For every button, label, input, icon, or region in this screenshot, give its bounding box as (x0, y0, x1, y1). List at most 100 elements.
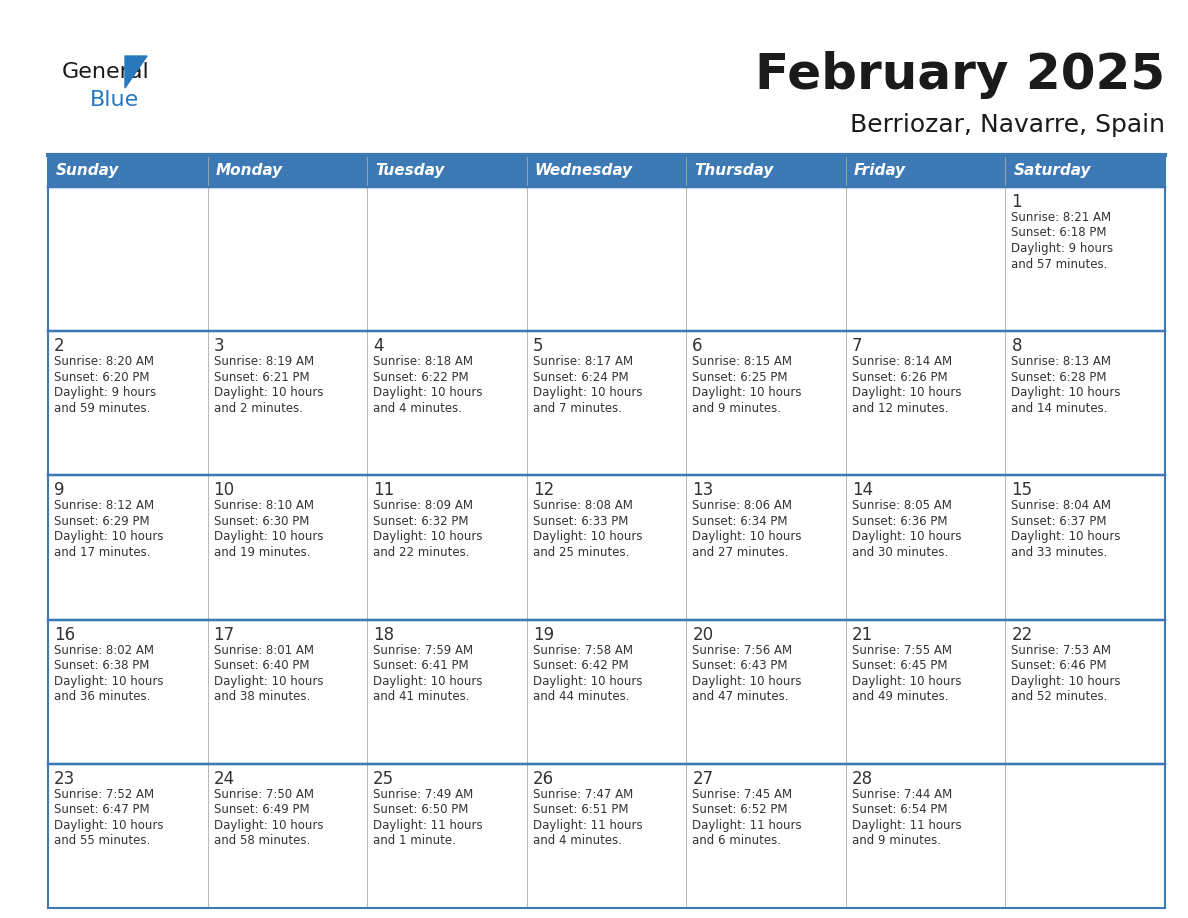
Text: 10: 10 (214, 481, 235, 499)
Text: and 1 minute.: and 1 minute. (373, 834, 456, 847)
Text: Sunrise: 8:17 AM: Sunrise: 8:17 AM (532, 355, 633, 368)
Text: Thursday: Thursday (694, 163, 773, 178)
Text: Saturday: Saturday (1013, 163, 1091, 178)
Text: Daylight: 10 hours: Daylight: 10 hours (532, 386, 643, 399)
Text: Sunrise: 8:02 AM: Sunrise: 8:02 AM (53, 644, 154, 656)
Text: Blue: Blue (90, 90, 139, 110)
Bar (208, 155, 367, 187)
Text: Daylight: 10 hours: Daylight: 10 hours (1011, 531, 1121, 543)
Text: 5: 5 (532, 337, 543, 355)
Bar (48, 764, 208, 908)
Text: and 6 minutes.: and 6 minutes. (693, 834, 782, 847)
Bar (846, 331, 1005, 476)
Bar (1005, 764, 1165, 908)
Bar (208, 331, 367, 476)
Bar (687, 155, 846, 187)
Text: Daylight: 10 hours: Daylight: 10 hours (532, 675, 643, 688)
Bar (846, 764, 1005, 908)
Text: and 58 minutes.: and 58 minutes. (214, 834, 310, 847)
Text: Sunrise: 8:13 AM: Sunrise: 8:13 AM (1011, 355, 1112, 368)
Bar (526, 476, 687, 620)
Text: and 41 minutes.: and 41 minutes. (373, 690, 469, 703)
Text: Daylight: 10 hours: Daylight: 10 hours (53, 531, 164, 543)
Text: and 49 minutes.: and 49 minutes. (852, 690, 948, 703)
Bar (208, 764, 367, 908)
Text: 26: 26 (532, 770, 554, 788)
Text: 8: 8 (1011, 337, 1022, 355)
Text: 14: 14 (852, 481, 873, 499)
Text: 21: 21 (852, 625, 873, 644)
Text: Sunrise: 7:59 AM: Sunrise: 7:59 AM (373, 644, 473, 656)
Bar (48, 331, 208, 476)
Text: Sunrise: 8:15 AM: Sunrise: 8:15 AM (693, 355, 792, 368)
Bar (367, 155, 526, 187)
Text: and 19 minutes.: and 19 minutes. (214, 546, 310, 559)
Text: and 38 minutes.: and 38 minutes. (214, 690, 310, 703)
Text: Sunrise: 8:12 AM: Sunrise: 8:12 AM (53, 499, 154, 512)
Text: Sunrise: 8:10 AM: Sunrise: 8:10 AM (214, 499, 314, 512)
Bar (526, 620, 687, 764)
Bar (1005, 476, 1165, 620)
Text: Sunrise: 7:52 AM: Sunrise: 7:52 AM (53, 788, 154, 800)
Text: Sunrise: 8:05 AM: Sunrise: 8:05 AM (852, 499, 952, 512)
Text: and 14 minutes.: and 14 minutes. (1011, 402, 1108, 415)
Text: Sunset: 6:28 PM: Sunset: 6:28 PM (1011, 371, 1107, 384)
Text: Sunset: 6:47 PM: Sunset: 6:47 PM (53, 803, 150, 816)
Text: and 57 minutes.: and 57 minutes. (1011, 258, 1107, 271)
Text: and 9 minutes.: and 9 minutes. (852, 834, 941, 847)
Text: 11: 11 (373, 481, 394, 499)
Bar (526, 764, 687, 908)
Text: Sunrise: 8:18 AM: Sunrise: 8:18 AM (373, 355, 473, 368)
Text: 7: 7 (852, 337, 862, 355)
Bar (526, 155, 687, 187)
Bar (208, 620, 367, 764)
Text: Daylight: 10 hours: Daylight: 10 hours (373, 531, 482, 543)
Text: Daylight: 10 hours: Daylight: 10 hours (373, 386, 482, 399)
Bar (1005, 187, 1165, 331)
Bar (367, 187, 526, 331)
Text: Daylight: 10 hours: Daylight: 10 hours (693, 675, 802, 688)
Bar (367, 764, 526, 908)
Text: Daylight: 11 hours: Daylight: 11 hours (693, 819, 802, 832)
Text: and 36 minutes.: and 36 minutes. (53, 690, 151, 703)
Bar (846, 476, 1005, 620)
Text: Sunset: 6:51 PM: Sunset: 6:51 PM (532, 803, 628, 816)
Text: Sunset: 6:40 PM: Sunset: 6:40 PM (214, 659, 309, 672)
Text: Berriozar, Navarre, Spain: Berriozar, Navarre, Spain (849, 113, 1165, 137)
Text: Sunset: 6:38 PM: Sunset: 6:38 PM (53, 659, 150, 672)
Text: Sunday: Sunday (56, 163, 119, 178)
Text: Daylight: 10 hours: Daylight: 10 hours (852, 675, 961, 688)
Text: General: General (62, 62, 150, 82)
Bar (687, 620, 846, 764)
Text: Daylight: 10 hours: Daylight: 10 hours (693, 386, 802, 399)
Text: and 12 minutes.: and 12 minutes. (852, 402, 948, 415)
Text: Daylight: 10 hours: Daylight: 10 hours (852, 531, 961, 543)
Text: 23: 23 (53, 770, 75, 788)
Text: 9: 9 (53, 481, 64, 499)
Text: and 55 minutes.: and 55 minutes. (53, 834, 150, 847)
Text: Monday: Monday (215, 163, 283, 178)
Text: Sunset: 6:41 PM: Sunset: 6:41 PM (373, 659, 469, 672)
Text: 19: 19 (532, 625, 554, 644)
Text: Daylight: 10 hours: Daylight: 10 hours (214, 531, 323, 543)
Bar (846, 620, 1005, 764)
Text: Sunrise: 7:47 AM: Sunrise: 7:47 AM (532, 788, 633, 800)
Text: Sunset: 6:25 PM: Sunset: 6:25 PM (693, 371, 788, 384)
Text: and 25 minutes.: and 25 minutes. (532, 546, 630, 559)
Bar (48, 620, 208, 764)
Text: Sunset: 6:54 PM: Sunset: 6:54 PM (852, 803, 947, 816)
Text: Sunset: 6:26 PM: Sunset: 6:26 PM (852, 371, 948, 384)
Bar (526, 187, 687, 331)
Text: and 59 minutes.: and 59 minutes. (53, 402, 151, 415)
Text: and 30 minutes.: and 30 minutes. (852, 546, 948, 559)
Text: and 7 minutes.: and 7 minutes. (532, 402, 621, 415)
Text: Sunset: 6:43 PM: Sunset: 6:43 PM (693, 659, 788, 672)
Text: 3: 3 (214, 337, 225, 355)
Text: Sunrise: 8:19 AM: Sunrise: 8:19 AM (214, 355, 314, 368)
Text: Sunrise: 7:58 AM: Sunrise: 7:58 AM (532, 644, 633, 656)
Text: Sunset: 6:37 PM: Sunset: 6:37 PM (1011, 515, 1107, 528)
Bar (846, 155, 1005, 187)
Text: Sunrise: 8:09 AM: Sunrise: 8:09 AM (373, 499, 473, 512)
Text: Sunrise: 8:01 AM: Sunrise: 8:01 AM (214, 644, 314, 656)
Bar (367, 331, 526, 476)
